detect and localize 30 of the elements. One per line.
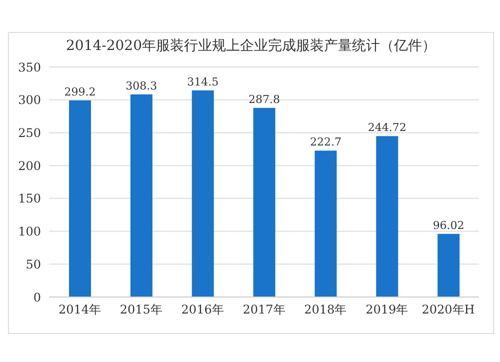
data-label: 222.7 [310, 136, 342, 149]
data-label: 308.3 [126, 79, 158, 92]
data-label: 244.72 [368, 121, 406, 134]
bar [69, 100, 91, 297]
x-tick-label: 2020年H [422, 302, 475, 317]
y-tick-label: 350 [18, 60, 41, 74]
x-tick-label: 2017年 [242, 302, 286, 317]
x-tick-label: 2015年 [120, 302, 162, 317]
bar [130, 94, 152, 297]
data-label: 96.02 [432, 218, 464, 232]
y-tick-label: 300 [18, 93, 41, 108]
bar [314, 150, 337, 297]
y-tick-label: 50 [26, 257, 41, 272]
bar [438, 234, 460, 297]
x-tick-label: 2019年 [366, 302, 408, 317]
y-tick-label: 100 [18, 224, 41, 239]
bar [376, 136, 398, 297]
x-tick-label: 2018年 [304, 302, 347, 317]
y-tick-label: 200 [18, 158, 41, 173]
y-tick-label: 250 [18, 126, 41, 140]
bar [192, 90, 214, 297]
data-label: 314.5 [187, 75, 219, 88]
bar [253, 108, 276, 297]
y-tick-label: 0 [33, 290, 41, 304]
chart-title: 2014-2020年服装行业规上企业完成服装产量统计（亿件） [65, 37, 437, 56]
x-tick-label: 2014年 [58, 302, 101, 317]
x-tick-label: 2016年 [181, 302, 224, 317]
y-tick-label: 150 [18, 192, 41, 206]
data-label: 287.8 [248, 92, 280, 106]
data-label: 299.2 [64, 85, 96, 98]
